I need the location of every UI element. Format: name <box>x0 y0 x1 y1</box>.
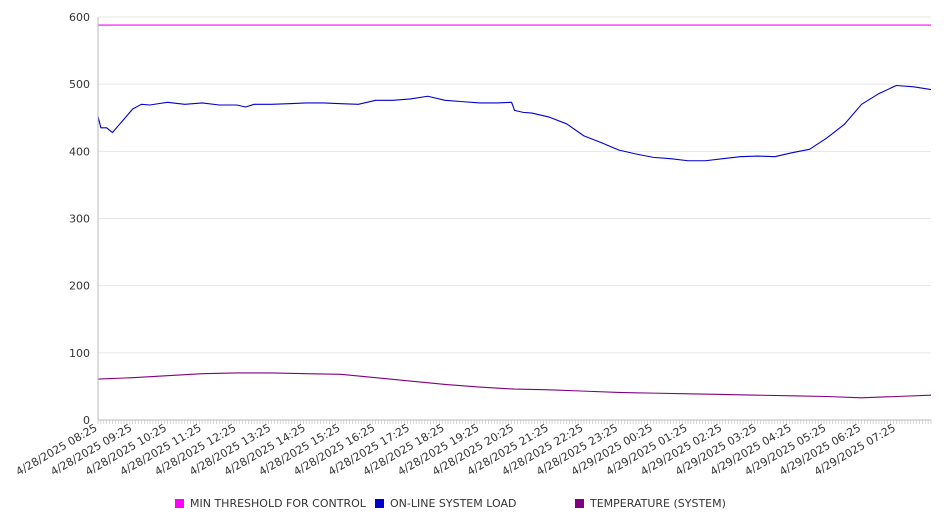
series-line-on-line-system-load <box>97 84 932 162</box>
x-axis-tick-labels: 4/28/2025 08:254/28/2025 09:254/28/2025 … <box>14 421 898 478</box>
legend-label-system-load: ON-LINE SYSTEM LOAD <box>390 497 517 510</box>
y-tick-label-200: 200 <box>69 280 90 293</box>
series-line-temperature-system <box>97 372 932 399</box>
legend-swatch-temperature <box>575 499 584 508</box>
y-tick-label-100: 100 <box>69 347 90 360</box>
y-tick-label-600: 600 <box>69 11 90 24</box>
y-tick-label-0: 0 <box>83 414 90 427</box>
legend-item-temperature: TEMPERATURE (SYSTEM) <box>575 497 726 510</box>
x-axis-minor-ticks <box>97 420 932 424</box>
y-tick-label-400: 400 <box>69 145 90 158</box>
legend-swatch-system-load <box>375 499 384 508</box>
y-tick-label-500: 500 <box>69 78 90 91</box>
legend-label-temperature: TEMPERATURE (SYSTEM) <box>590 497 726 510</box>
legend-item-system-load: ON-LINE SYSTEM LOAD <box>375 497 516 510</box>
legend-label-min-threshold: MIN THRESHOLD FOR CONTROL <box>190 497 366 510</box>
y-axis-tick-labels: 0 100 200 300 400 500 600 <box>69 11 90 427</box>
series-layer <box>97 24 932 399</box>
legend: MIN THRESHOLD FOR CONTROL ON-LINE SYSTEM… <box>0 497 946 517</box>
legend-item-min-threshold: MIN THRESHOLD FOR CONTROL <box>175 497 366 510</box>
axes <box>97 17 932 424</box>
legend-swatch-min-threshold <box>175 499 184 508</box>
grid-lines <box>98 16 931 354</box>
y-tick-label-300: 300 <box>69 213 90 226</box>
